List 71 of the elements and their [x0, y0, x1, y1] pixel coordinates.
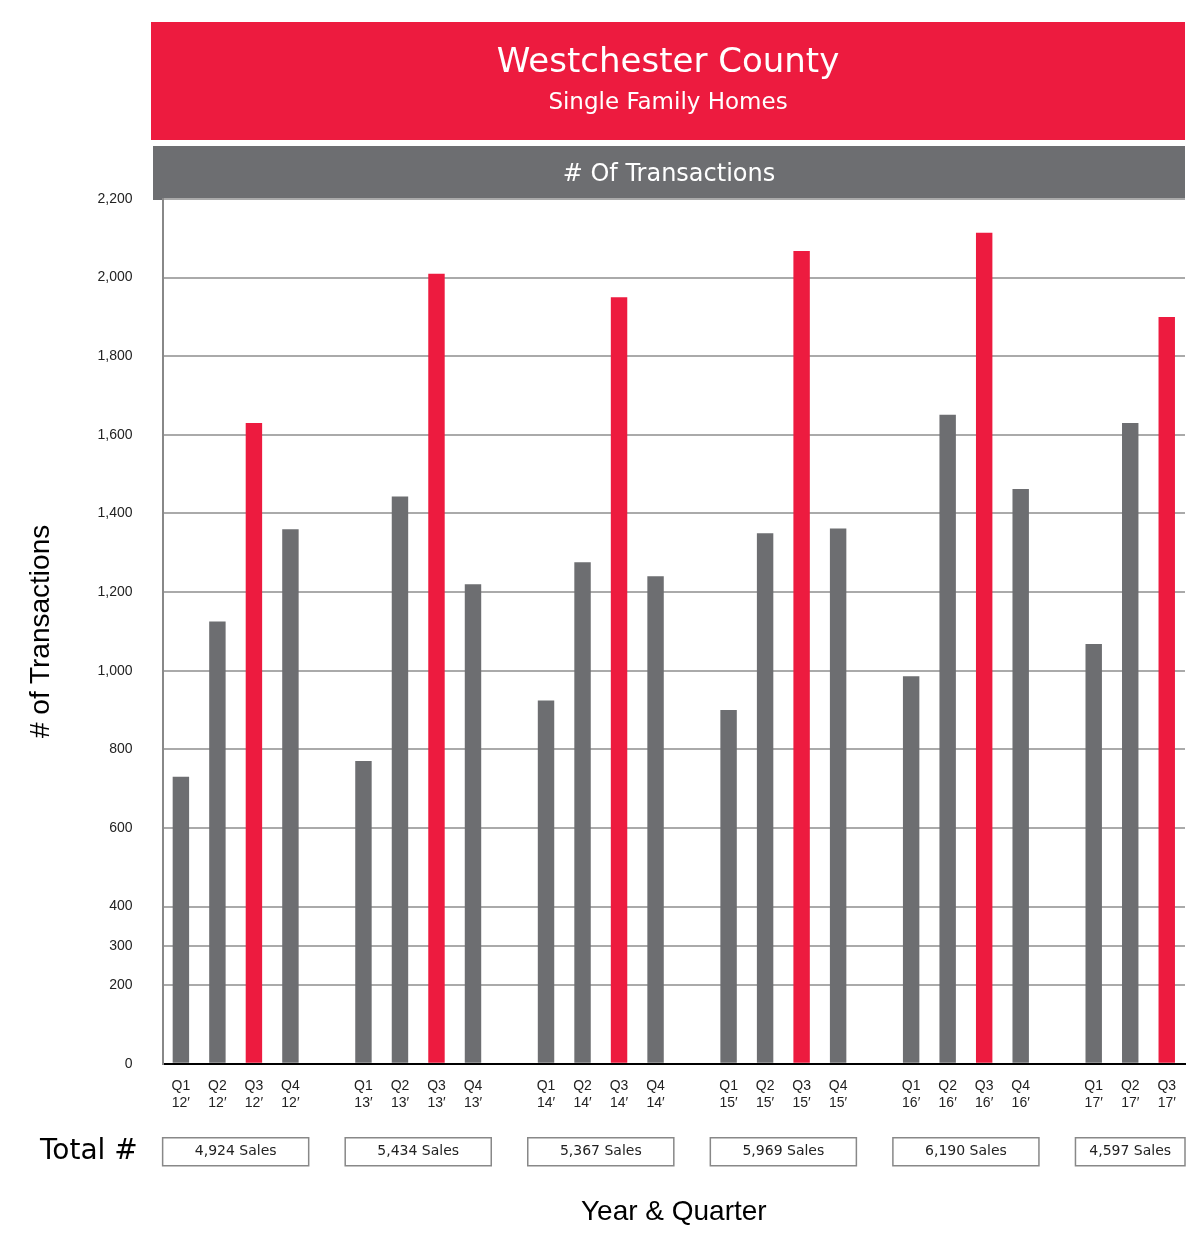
bar [829, 528, 847, 1063]
bar [537, 700, 555, 1063]
x-tick-label: Q3 17′ [1157, 1077, 1177, 1110]
y-tick-label: 400 [109, 897, 133, 914]
x-tick-label: Q1 12′ [171, 1077, 191, 1110]
y-tick-label: 300 [109, 936, 133, 953]
text: 4,597 Sales [1089, 1142, 1172, 1159]
x-tick-label: Q3 12′ [244, 1077, 264, 1110]
bar [720, 710, 737, 1063]
y-tick-label: 800 [109, 740, 133, 757]
text: 4,924 Sales [194, 1142, 277, 1159]
text: 5,969 Sales [742, 1142, 825, 1159]
x-tick-label: Q4 16′ [1011, 1077, 1031, 1110]
bar [756, 533, 774, 1063]
bar [428, 273, 445, 1063]
x-tick-label: Q2 15′ [755, 1077, 775, 1110]
bar [1158, 316, 1175, 1063]
x-tick-label: Q4 13′ [463, 1077, 483, 1110]
y-tick-label: 1,600 [97, 425, 133, 442]
x-tick-label: Q2 13′ [390, 1077, 410, 1110]
bar [647, 576, 664, 1063]
bar [282, 529, 299, 1063]
text: 5,367 Sales [559, 1142, 642, 1159]
y-tick-label: 0 [124, 1054, 133, 1071]
bar [391, 496, 409, 1063]
bar [574, 562, 591, 1063]
y-axis-title: # of Transactions [23, 524, 55, 739]
x-tick-label: Q2 14′ [573, 1077, 593, 1110]
x-tick-label: Q2 12′ [208, 1077, 227, 1110]
x-tick-label: Q2 17′ [1120, 1077, 1140, 1110]
text: 6,190 Sales [925, 1142, 1007, 1159]
x-tick-label: Q3 15′ [792, 1077, 812, 1110]
x-tick-label: Q4 12′ [281, 1077, 300, 1110]
x-tick-label: Q3 16′ [974, 1077, 994, 1110]
x-tick-label: Q2 16′ [938, 1077, 958, 1110]
bar [939, 414, 956, 1063]
chart-subtitle: Single Family Homes [547, 88, 789, 114]
x-axis-title: Year & Quarter [580, 1194, 767, 1226]
bar [1012, 489, 1029, 1063]
y-tick-label: 600 [109, 818, 133, 835]
x-tick-label: Q1 13′ [354, 1077, 373, 1110]
y-tick-label: 2,200 [97, 189, 133, 206]
bar [1085, 643, 1102, 1063]
y-tick-label: 1,800 [97, 347, 133, 364]
y-tick-label: 1,000 [97, 661, 133, 678]
x-tick-label: Q4 14′ [646, 1077, 666, 1110]
bar [172, 776, 190, 1063]
text: # Of Transactions [153, 146, 1185, 200]
y-tick-label: 1,400 [97, 504, 133, 521]
chart-title: Westchester County [495, 40, 841, 80]
bar [902, 676, 920, 1063]
bar [245, 423, 263, 1063]
y-tick-label: 200 [109, 976, 133, 993]
x-tick-label: Q1 14′ [536, 1077, 556, 1110]
x-tick-label: Q3 13′ [427, 1077, 447, 1110]
bar [464, 584, 482, 1063]
bar [610, 297, 628, 1063]
x-tick-label: Q1 15′ [719, 1077, 739, 1110]
x-tick-label: Q4 15′ [828, 1077, 848, 1110]
bar [209, 621, 226, 1063]
x-tick-label: Q1 17′ [1084, 1077, 1104, 1110]
x-tick-label: Q3 14′ [609, 1077, 629, 1110]
y-tick-label: 2,000 [97, 268, 133, 285]
bar [793, 250, 810, 1063]
bar [1122, 423, 1139, 1063]
text: 5,434 Sales [377, 1142, 460, 1159]
bar [355, 761, 372, 1063]
bar [975, 232, 993, 1063]
x-tick-label: Q1 16′ [901, 1077, 921, 1110]
y-tick-label: 1,200 [97, 582, 133, 599]
text: Total # [39, 1133, 138, 1167]
